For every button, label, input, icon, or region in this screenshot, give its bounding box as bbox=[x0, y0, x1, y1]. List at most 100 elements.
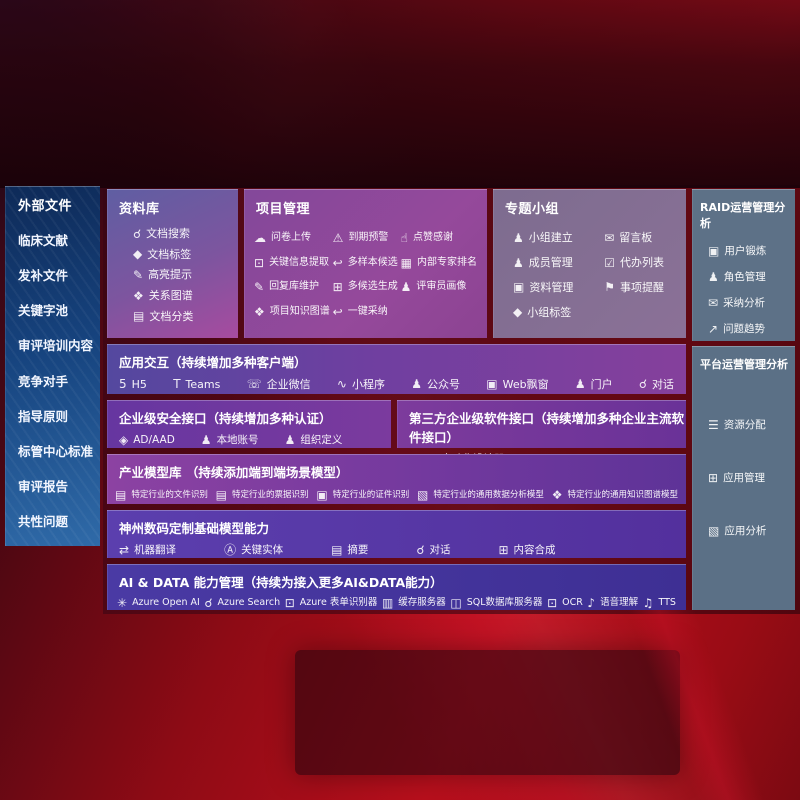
feature-role-manage: ♟ 角色管理 bbox=[708, 271, 795, 283]
panel-title: AI & DATA 能力管理（持续为接入更多AI&DATA能力） bbox=[119, 575, 443, 590]
feature-label: 小程序 bbox=[351, 377, 385, 391]
speech-understand-icon: ♪ bbox=[587, 596, 596, 610]
group-create-icon: ♟ bbox=[513, 230, 524, 245]
feature-label: 公众号 bbox=[426, 377, 460, 391]
background-bottom-shade bbox=[0, 0, 800, 188]
feature-chat: ☌ 对话 bbox=[416, 544, 450, 556]
sidebar-item: 审评培训内容 bbox=[18, 338, 94, 354]
feature-label: 组织定义 bbox=[300, 433, 343, 446]
feature-label: 特定行业的通用知识图谱模型 bbox=[567, 489, 678, 500]
feature-label: 对话 bbox=[651, 377, 674, 391]
feature-label: 特定行业的文件识别 bbox=[131, 489, 208, 500]
feature-h5: 5 H5 bbox=[119, 378, 147, 390]
content-compose-icon: ⊞ bbox=[498, 543, 509, 557]
feature-project-knowledge-graph: ❖ 项目知识图谱 bbox=[254, 306, 330, 318]
feature-app-analysis: ▧ 应用分析 bbox=[708, 525, 795, 537]
feature-label: TTS bbox=[658, 597, 676, 609]
feature-key-entity: Ⓐ 关键实体 bbox=[224, 544, 283, 556]
feature-label: 代办列表 bbox=[620, 256, 664, 270]
feature-group-create: ♟ 小组建立 bbox=[513, 232, 573, 244]
feature-label: 一键采纳 bbox=[347, 306, 388, 318]
feature-label: 文档标签 bbox=[147, 247, 192, 261]
feature-label: Azure Search bbox=[217, 597, 281, 609]
feature-doc-category: ▤ 文档分类 bbox=[133, 310, 238, 322]
file-recognition-icon: ▤ bbox=[115, 488, 127, 502]
feature-due-alarm: ⚠ 到期预警 bbox=[333, 232, 398, 244]
role-manage-icon: ♟ bbox=[708, 270, 719, 284]
sidebar-item: 指导原则 bbox=[18, 408, 69, 424]
feature-data-analysis-model: ▧ 特定行业的通用数据分析模型 bbox=[417, 489, 544, 501]
panel-ai-data: AI & DATA 能力管理（持续为接入更多AI&DATA能力） ✳ Azure … bbox=[107, 564, 686, 610]
background-shape bbox=[295, 650, 680, 775]
feature-group-tag: ◆ 小组标签 bbox=[513, 306, 573, 318]
feature-label: 特定行业的票据识别 bbox=[232, 489, 309, 500]
panel-industry-models: 产业模型库 （持续添加端到端场景模型） ▤ 特定行业的文件识别 ▤ 特定行业的票据识别… bbox=[107, 454, 686, 504]
feature-label: 对话 bbox=[429, 543, 451, 556]
reviewer-portrait-icon: ♟ bbox=[400, 280, 412, 295]
feature-wechat-work: ☏ 企业微信 bbox=[247, 378, 311, 390]
repository-items: ☌ 文档搜索 ◆ 文档标签 ✎ 高亮提示 ❖ 关系图谱 ▤ 文档分类 bbox=[133, 219, 238, 331]
feature-thumbs-up: ☝ 点赞感谢 bbox=[401, 232, 477, 244]
feature-label: 缓存服务器 bbox=[398, 597, 446, 609]
feature-expert-ranking: ▦ 内部专家排名 bbox=[401, 257, 477, 269]
app-manage-icon: ⊞ bbox=[708, 471, 719, 485]
base-model-items: ⇄ 机器翻译 Ⓐ 关键实体 ▤ 摘要 ☌ 对话 ⊞ 内容合成 bbox=[119, 544, 674, 556]
mini-program-icon: ∿ bbox=[336, 377, 347, 391]
feature-label: H5 bbox=[131, 377, 147, 391]
feature-resource-allocation: ☰ 资源分配 bbox=[708, 419, 795, 431]
expert-ranking-icon: ▦ bbox=[400, 255, 412, 270]
cloud-upload-icon: ☁ bbox=[254, 230, 266, 245]
key-entity-icon: Ⓐ bbox=[224, 543, 237, 557]
feature-label: 项目知识图谱 bbox=[269, 306, 330, 318]
feature-label: 成员管理 bbox=[528, 256, 573, 270]
feature-tts: ♫ TTS bbox=[643, 597, 676, 609]
panel-raid-analysis: RAID运营管理分析 ▣ 用户锻炼 ♟ 角色管理 ✉ 采纳分析 ↗ 问题趋势 bbox=[692, 189, 795, 341]
feature-label: 内容合成 bbox=[513, 543, 556, 556]
cert-recognition-icon: ▣ bbox=[316, 488, 328, 502]
web-popup-icon: ▣ bbox=[486, 377, 498, 391]
app-analysis-icon: ▧ bbox=[708, 524, 720, 538]
panel-app-interaction: 应用交互（持续增加多种客户端） 5 H5 T Teams ☏ 企业微信 ∿ 小程序 ♟ 公众号 ▣ W… bbox=[107, 344, 686, 394]
security-items: ◈ AD/AAD ♟ 本地账号 ♟ 组织定义 bbox=[119, 434, 379, 446]
feature-label: 多样本候选 bbox=[347, 256, 398, 268]
feature-label: Azure Open AI bbox=[132, 597, 200, 609]
app-clients: 5 H5 T Teams ☏ 企业微信 ∿ 小程序 ♟ 公众号 ▣ Web飘窗 ♟ 门户 ☌ 对话 bbox=[119, 378, 674, 390]
feature-label: Teams bbox=[185, 377, 221, 391]
industry-model-items: ▤ 特定行业的文件识别 ▤ 特定行业的票据识别 ▣ 特定行业的证件识别 ▧ 特定行业的通用数据… bbox=[115, 489, 678, 501]
feature-form-recognizer: ⊡ Azure 表单识别器 bbox=[285, 597, 378, 609]
portal-icon: ♟ bbox=[574, 377, 586, 391]
local-account-icon: ♟ bbox=[200, 433, 212, 447]
panel-title: 产业模型库 （持续添加端到端场景模型） bbox=[119, 465, 349, 480]
sidebar-item: 竞争对手 bbox=[18, 373, 69, 389]
feature-machine-translation: ⇄ 机器翻译 bbox=[119, 544, 176, 556]
panel-topic-groups: 专题小组 ♟ 小组建立 ✉ 留言板 ♟ 成员管理 ☑ 代办列表 ▣ 资料管理 ⚑ 事项提醒 ◆ 小组标签 bbox=[493, 189, 686, 338]
feature-ocr: ⊡ OCR bbox=[547, 597, 583, 609]
panel-security-api: 企业级安全接口（持续增加多种认证） ◈ AD/AAD ♟ 本地账号 ♟ 组织定义 bbox=[107, 400, 391, 448]
feature-label: 小组标签 bbox=[527, 305, 572, 319]
feature-label: 到期预警 bbox=[348, 231, 389, 243]
feature-label: 内部专家排名 bbox=[416, 256, 477, 268]
feature-label: 多候选生成 bbox=[347, 281, 398, 293]
feature-label: 文档分类 bbox=[149, 309, 194, 323]
feature-multi-generate: ⊞ 多候选生成 bbox=[333, 281, 398, 293]
feature-multi-sample: ↩ 多样本候选 bbox=[333, 257, 398, 269]
feature-label: 门户 bbox=[590, 377, 613, 391]
feature-knowledge-graph-model: ❖ 特定行业的通用知识图谱模型 bbox=[552, 489, 678, 501]
multi-sample-icon: ↩ bbox=[332, 255, 343, 270]
panel-title: 应用交互（持续增加多种客户端） bbox=[119, 355, 307, 370]
form-recognizer-icon: ⊡ bbox=[284, 596, 295, 610]
platform-items: ☰ 资源分配 ⊞ 应用管理 ▧ 应用分析 bbox=[708, 378, 795, 578]
feature-label: 关键实体 bbox=[241, 543, 284, 556]
feature-user-card: ▣ 用户锻炼 bbox=[708, 245, 795, 257]
sidebar-item: 审评报告 bbox=[18, 478, 69, 494]
sidebar-item: 发补文件 bbox=[18, 268, 69, 284]
background-streak bbox=[600, 600, 780, 800]
feature-chat: ☌ 对话 bbox=[639, 378, 674, 390]
feature-label: 高亮提示 bbox=[148, 268, 193, 282]
feature-label: 关系图谱 bbox=[148, 289, 193, 303]
feature-issue-trend: ↗ 问题趋势 bbox=[708, 323, 795, 335]
openai-icon: ✳ bbox=[117, 596, 128, 610]
panel-title: 神州数码定制基础模型能力 bbox=[119, 521, 270, 536]
feature-label: Azure 表单识别器 bbox=[299, 597, 378, 609]
